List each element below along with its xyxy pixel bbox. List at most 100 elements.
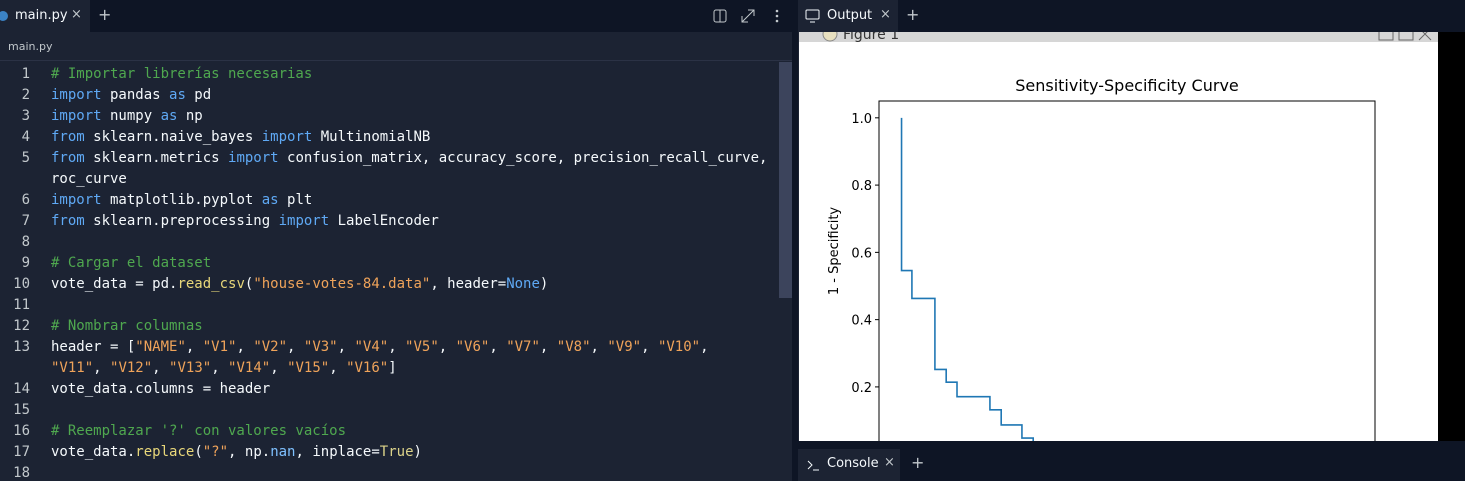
- close-tab[interactable]: ×: [884, 455, 895, 470]
- line-number: 9: [21, 255, 30, 271]
- code-token: ,: [270, 360, 288, 376]
- line-number: 8: [21, 234, 30, 250]
- code-line: "V11", "V12", "V13", "V14", "V15", "V16"…: [51, 360, 397, 376]
- y-tick-label: 0.6: [851, 246, 872, 261]
- breadcrumb[interactable]: main.py: [8, 40, 53, 53]
- editor-tab[interactable]: [0, 0, 90, 32]
- monitor-icon: [805, 9, 820, 23]
- code-token: as: [169, 87, 186, 103]
- line-number: 18: [13, 465, 30, 481]
- code-token: "V2": [253, 339, 288, 355]
- code-token: ): [539, 276, 549, 292]
- code-token: import: [51, 192, 102, 208]
- code-token: "V12": [110, 360, 153, 376]
- code-token: ,: [329, 360, 347, 376]
- close-tab[interactable]: ×: [880, 7, 891, 22]
- window-button[interactable]: [1398, 32, 1414, 41]
- window-button[interactable]: [1418, 32, 1432, 41]
- code-line: import numpy as np: [51, 108, 203, 124]
- code-token: import: [51, 87, 102, 103]
- code-token: vote_data = pd.: [51, 276, 178, 292]
- code-token: vote_data.: [51, 444, 136, 460]
- line-number: 14: [13, 381, 30, 397]
- code-token: from: [51, 150, 85, 166]
- code-token: np: [177, 108, 203, 124]
- figure-bg: [799, 32, 1438, 441]
- code-line: import pandas as pd: [51, 87, 211, 103]
- code-token: # Importar librerías necesarias: [51, 66, 313, 82]
- scrollbar-thumb[interactable]: [779, 62, 792, 298]
- output-dark-edge: [1438, 32, 1465, 442]
- output-tab[interactable]: [798, 0, 898, 32]
- code-token: "V3": [303, 339, 338, 355]
- code-token: # Cargar el dataset: [51, 255, 212, 271]
- line-number: 3: [21, 108, 30, 124]
- editor-tabbar: [0, 0, 792, 32]
- code-token: plt: [278, 192, 313, 208]
- code-token: "V8": [556, 339, 591, 355]
- axes-frame: [878, 100, 1376, 441]
- code-token: header = [: [51, 339, 136, 355]
- code-token: nan: [270, 444, 296, 460]
- tab-label: main.py: [15, 8, 68, 23]
- new-tab[interactable]: +: [906, 5, 920, 24]
- code-token: as: [160, 108, 178, 124]
- window-button[interactable]: [1378, 32, 1394, 41]
- code-token: "house-votes-84.data": [253, 276, 431, 292]
- code-token: "V10": [657, 339, 701, 355]
- tab-label: Console: [827, 456, 879, 471]
- code-token: from: [51, 213, 85, 229]
- code-token: , np.: [228, 444, 271, 460]
- line-number: 17: [13, 444, 30, 460]
- line-number: 2: [21, 87, 30, 103]
- code-token: , header=: [430, 276, 507, 292]
- code-token: "V6": [455, 339, 490, 355]
- new-tab[interactable]: +: [911, 453, 925, 472]
- code-line: vote_data.replace("?", np.nan, inplace=T…: [51, 444, 422, 460]
- code-token: "V9": [607, 339, 642, 355]
- code-token: import: [261, 129, 313, 145]
- code-token: True: [379, 444, 414, 460]
- window-icon: [822, 32, 838, 42]
- code-token: # Nombrar columnas: [51, 318, 203, 334]
- code-token: from: [51, 129, 85, 145]
- code-line: vote_data = pd.read_csv("house-votes-84.…: [51, 276, 548, 292]
- code-line: import matplotlib.pyplot as plt: [51, 192, 312, 208]
- line-number: 16: [13, 423, 30, 439]
- y-tick-label: 0.2: [851, 381, 872, 396]
- code-token: (: [244, 276, 254, 292]
- new-tab[interactable]: +: [98, 5, 112, 24]
- code-token: read_csv: [177, 276, 245, 292]
- code-token: # Reemplazar '?' con valores vacíos: [51, 423, 347, 439]
- code-token: vote_data.columns = header: [51, 381, 271, 397]
- chart-title: Sensitivity-Specificity Curve: [1015, 76, 1239, 95]
- code-area[interactable]: 1 # Importar librerías necesarias 2 import …: [0, 62, 778, 481]
- code-token: pandas: [101, 87, 170, 103]
- figure-window: Figure 1 Sensitivity-Specificity Curve 1 …: [799, 32, 1438, 441]
- line-number: 13: [13, 339, 30, 355]
- code-token: , inplace=: [295, 444, 380, 460]
- breadcrumb-divider: [0, 60, 792, 61]
- code-token: LabelEncoder: [329, 213, 439, 229]
- code-line: # Nombrar columnas: [51, 318, 203, 334]
- code-token: (: [194, 444, 203, 460]
- code-token: ,: [236, 339, 254, 355]
- code-token: ,: [337, 339, 355, 355]
- code-line: from sklearn.metrics import confusion_ma…: [51, 150, 767, 166]
- line-number: 10: [13, 276, 30, 292]
- console-tabbar: [798, 449, 1465, 481]
- close-tab[interactable]: ×: [71, 7, 82, 22]
- y-tick-label: 0.8: [851, 179, 872, 194]
- code-token: None: [506, 276, 540, 292]
- code-token: MultinomialNB: [312, 129, 431, 145]
- code-token: "NAME": [135, 339, 186, 355]
- code-token: as: [261, 192, 279, 208]
- line-number: 7: [21, 213, 30, 229]
- code-token: "V16": [346, 360, 389, 376]
- code-line: vote_data.columns = header: [51, 381, 270, 397]
- line-number: 12: [13, 318, 30, 334]
- editor-actions[interactable]: [712, 8, 788, 26]
- console-tab[interactable]: [798, 449, 900, 481]
- terminal-icon: [807, 460, 819, 471]
- code-token: ,: [641, 339, 658, 355]
